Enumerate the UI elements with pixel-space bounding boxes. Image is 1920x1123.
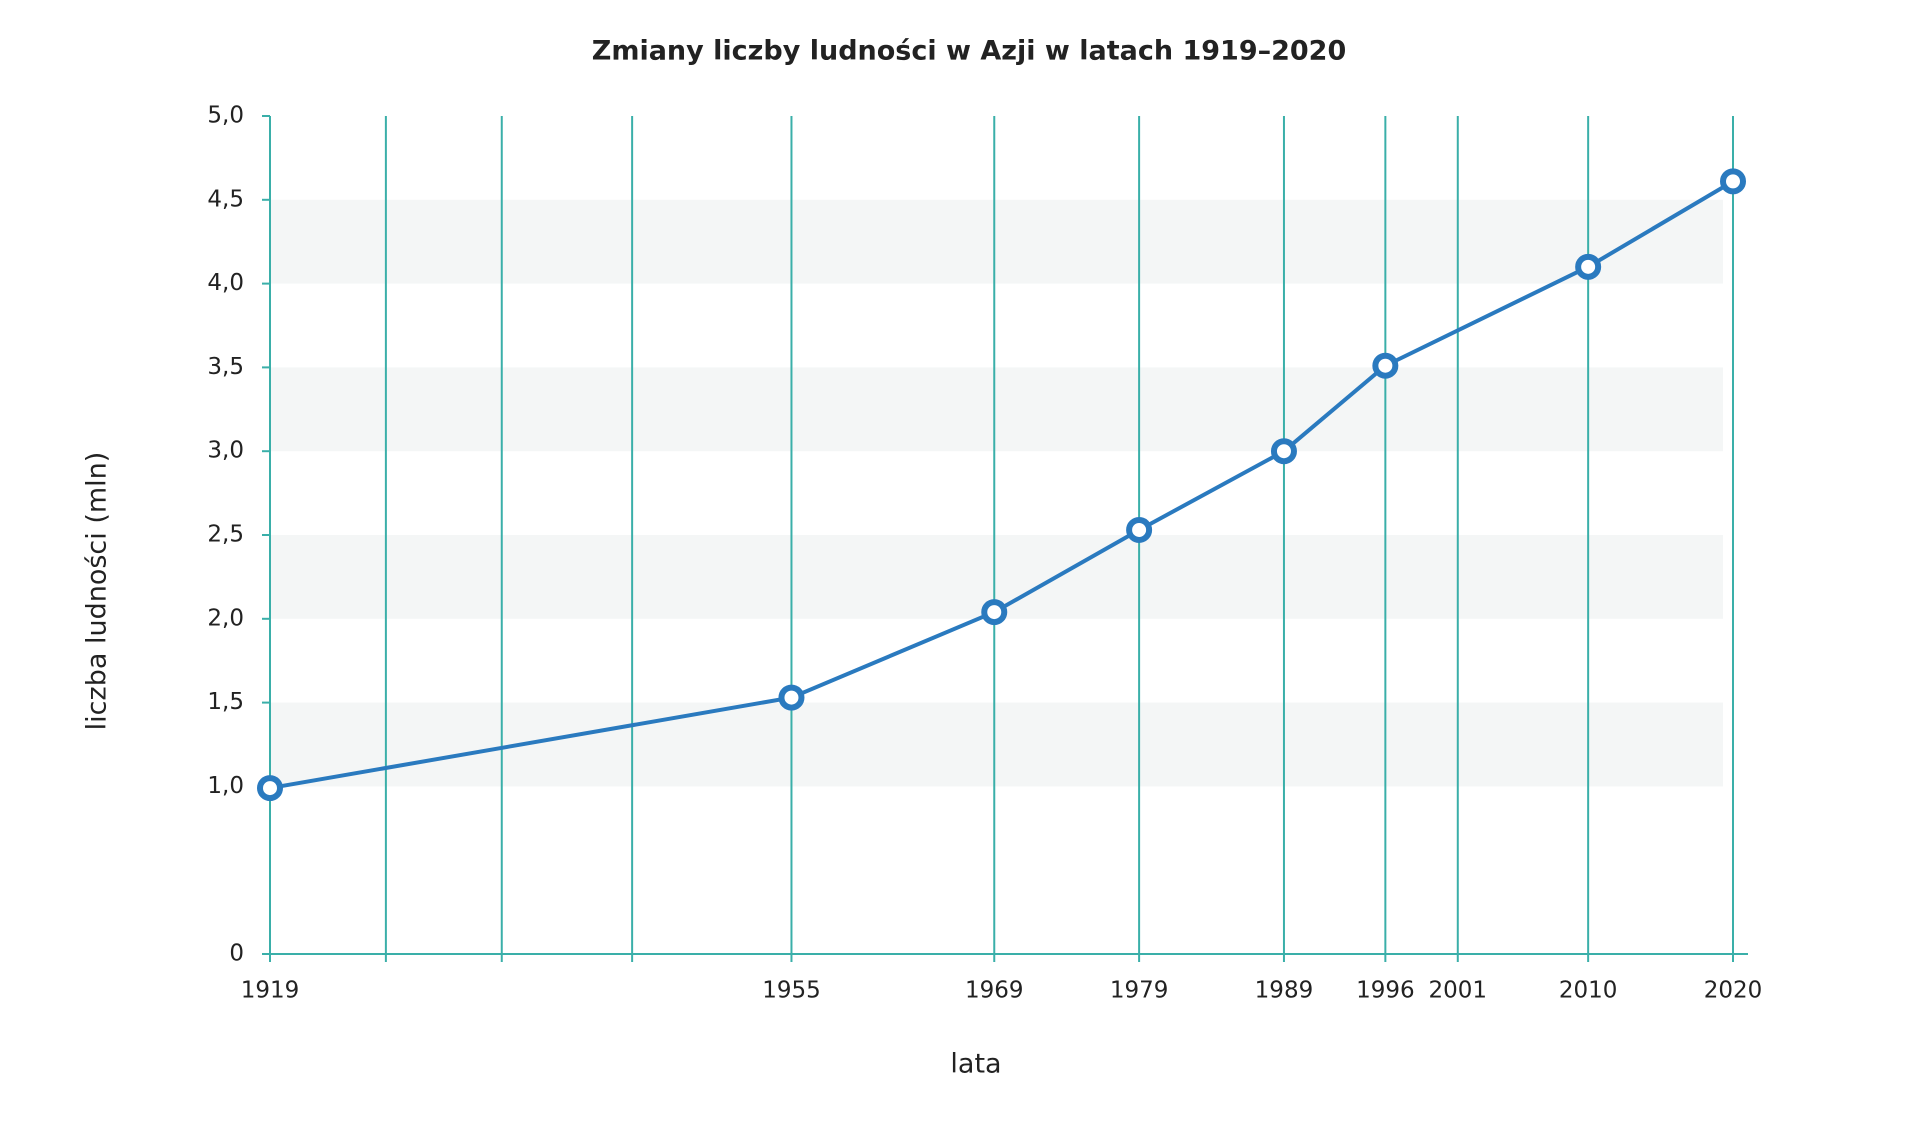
- x-tick-label: 2001: [1429, 978, 1488, 1004]
- band: [270, 199, 1723, 284]
- x-tick-label: 1955: [762, 978, 821, 1004]
- grid: [262, 115, 1748, 962]
- y-tick-label: 2,5: [207, 522, 244, 548]
- chart-title: Zmiany liczby ludności w Azji w latach 1…: [592, 36, 1347, 67]
- data-point: [1126, 516, 1153, 543]
- y-axis-label: liczba ludności (mln): [82, 452, 113, 731]
- x-tick-label: 1996: [1356, 978, 1415, 1004]
- x-tick-label: 2020: [1704, 978, 1763, 1004]
- band: [270, 367, 1723, 452]
- data-point: [981, 599, 1008, 626]
- y-tick-label: 1,0: [207, 773, 244, 799]
- x-tick-label: 1919: [241, 978, 300, 1004]
- data-point: [778, 684, 805, 711]
- data-point: [1270, 438, 1297, 465]
- y-tick-label: 2,0: [207, 605, 244, 631]
- x-tick-label: 1979: [1110, 978, 1169, 1004]
- x-tick-label: 2010: [1559, 978, 1618, 1004]
- data-point: [1720, 168, 1746, 195]
- y-tick-label: 1,5: [207, 689, 244, 715]
- y-tick-label: 4,5: [207, 186, 244, 212]
- y-tick-label: 3,0: [207, 438, 244, 464]
- data-point: [1372, 352, 1399, 379]
- series-line: [269, 179, 1735, 791]
- y-tick-label: 3,5: [207, 354, 244, 380]
- y-tick-label: 5,0: [207, 103, 244, 129]
- y-tick-label: 0: [229, 941, 244, 967]
- x-axis-label: lata: [950, 1049, 1001, 1080]
- bands: [270, 199, 1723, 787]
- data-point: [257, 775, 283, 802]
- x-tick-label: 1989: [1255, 978, 1314, 1004]
- x-tick-label: 1969: [965, 978, 1024, 1004]
- y-tick-label: 4,0: [207, 270, 244, 296]
- band: [270, 702, 1723, 787]
- data-point: [1575, 253, 1602, 280]
